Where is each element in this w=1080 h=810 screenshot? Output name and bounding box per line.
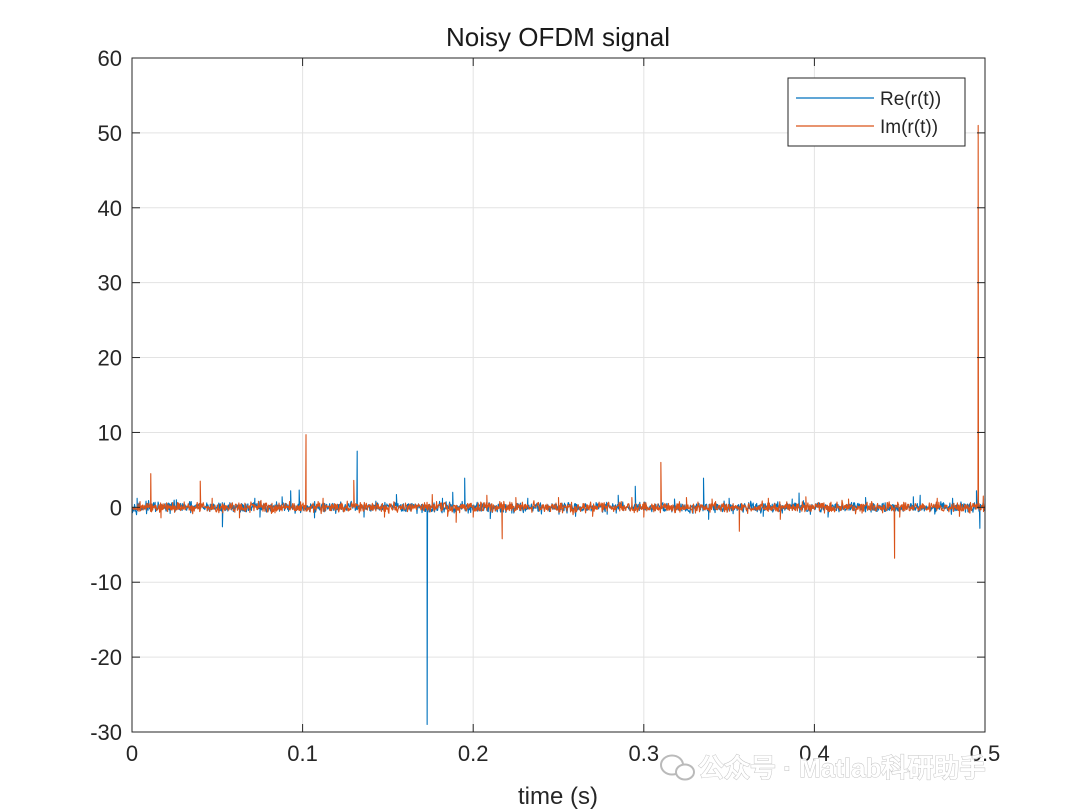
x-tick-label: 0 bbox=[126, 741, 138, 766]
plot-area bbox=[132, 58, 985, 732]
y-tick-label: -20 bbox=[90, 645, 122, 670]
legend-label: Im(r(t)) bbox=[880, 117, 938, 138]
y-tick-label: 50 bbox=[98, 121, 122, 146]
plot-frame bbox=[131, 57, 986, 733]
y-tick-label: -10 bbox=[90, 570, 122, 595]
y-tick-label: 10 bbox=[98, 420, 122, 445]
axis-ticks: 0 0.1 0.2 0.3 0.4 0.5 -30 -20 -10 0 10 20 30 40 50 60 bbox=[90, 46, 1000, 766]
x-tick-label: 0.2 bbox=[458, 741, 489, 766]
x-axis-label: time (s) bbox=[518, 783, 598, 810]
x-tick-label: 0.1 bbox=[287, 741, 318, 766]
plot-axes: 0 0.1 0.2 0.3 0.4 0.5 -30 -20 -10 0 10 20 30 40 50 60 bbox=[90, 46, 1000, 766]
y-tick-label: 0 bbox=[110, 495, 122, 520]
series-line-1 bbox=[131, 124, 986, 559]
legend: Re(r(t)) Im(r(t)) bbox=[787, 77, 966, 147]
legend-box bbox=[787, 77, 966, 147]
y-tick-label: -30 bbox=[90, 720, 122, 745]
y-tick-label: 30 bbox=[98, 271, 122, 296]
wechat-icon bbox=[660, 754, 695, 781]
watermark: 公众号 · Matlab科研助手 bbox=[660, 753, 986, 783]
x-tick-label: 0.4 bbox=[799, 741, 830, 766]
y-tick-label: 20 bbox=[98, 346, 122, 371]
x-tick-label: 0.3 bbox=[629, 741, 660, 766]
watermark-text: 公众号 · Matlab科研助手 bbox=[698, 753, 985, 783]
legend-label: Re(r(t)) bbox=[880, 89, 941, 110]
y-tick-label: 40 bbox=[98, 196, 122, 221]
series-layer bbox=[131, 124, 986, 726]
x-tick-label: 0.5 bbox=[970, 741, 1001, 766]
chart-title: Noisy OFDM signal bbox=[446, 22, 670, 52]
y-tick-label: 60 bbox=[98, 46, 122, 71]
